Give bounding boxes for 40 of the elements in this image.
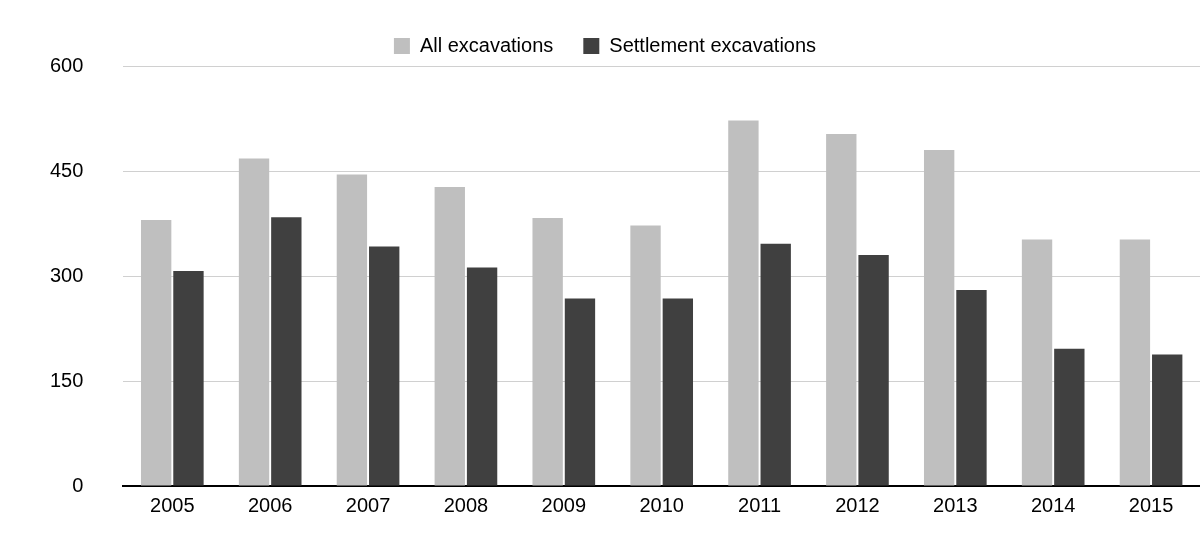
x-tick-label: 2009	[541, 493, 587, 516]
bar	[858, 255, 889, 486]
x-tick-label: 2013	[933, 493, 978, 516]
x-tick-label: 2005	[150, 493, 195, 516]
bar	[728, 120, 759, 486]
bar	[336, 174, 368, 486]
bar	[956, 290, 987, 486]
legend-label: All excavations	[419, 33, 554, 56]
bar	[630, 225, 661, 486]
bar	[532, 217, 563, 486]
x-tick-label: 2010	[639, 493, 684, 516]
bar	[760, 243, 791, 486]
bar	[1021, 239, 1053, 486]
bar	[466, 267, 498, 486]
bar	[173, 271, 204, 486]
y-tick-label: 600	[49, 53, 84, 76]
y-tick-label: 150	[49, 368, 84, 391]
bar	[1119, 239, 1151, 486]
x-tick-label: 2012	[835, 493, 880, 516]
y-tick-label: 450	[49, 158, 84, 181]
bar	[140, 220, 172, 486]
y-tick-label: 300	[49, 263, 84, 286]
bar	[923, 150, 955, 486]
x-tick-label: 2007	[345, 493, 391, 516]
bar	[1152, 354, 1183, 486]
bar	[271, 217, 302, 486]
legend-label: Settlement excavations	[609, 33, 817, 56]
bar	[369, 246, 400, 486]
bar	[1054, 348, 1085, 486]
y-tick-label: 0	[72, 473, 84, 496]
x-tick-label: 2006	[247, 493, 293, 516]
x-tick-label: 2015	[1128, 493, 1174, 516]
x-tick-label: 2011	[738, 493, 782, 516]
bar	[662, 298, 694, 486]
bar	[564, 298, 596, 486]
bar	[434, 187, 465, 486]
x-tick-label: 2008	[443, 493, 489, 516]
bar	[238, 158, 270, 486]
bar	[826, 133, 857, 486]
x-tick-label: 2014	[1030, 493, 1076, 516]
